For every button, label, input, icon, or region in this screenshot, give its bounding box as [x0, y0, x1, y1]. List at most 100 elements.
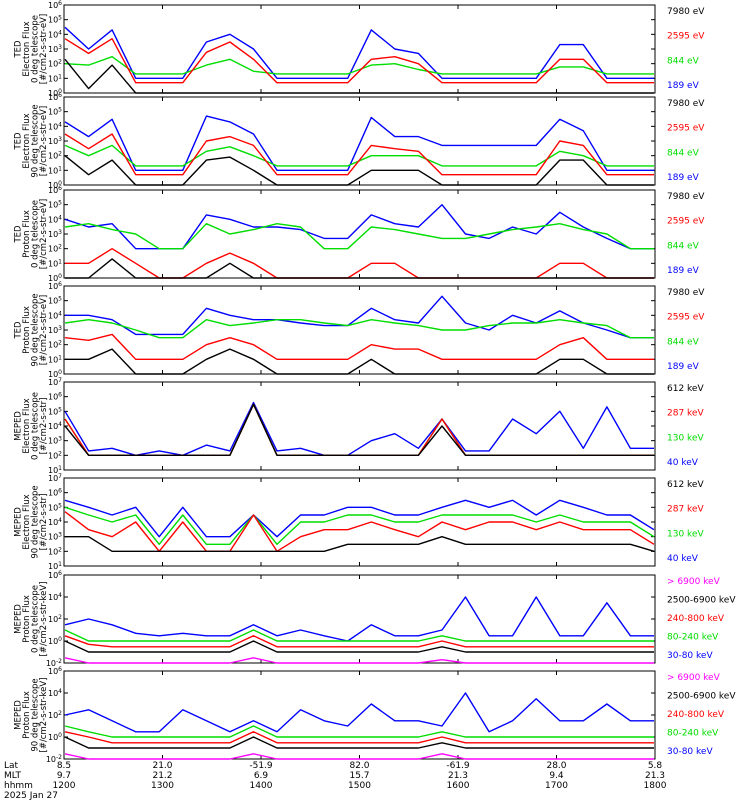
y-tick-label: 105 — [48, 406, 62, 416]
hhmm-label: 1200 — [53, 781, 76, 791]
legend-entry: 80-240 keV — [667, 633, 719, 643]
hhmm-label: 1300 — [151, 781, 174, 791]
panel-7: 10-2 100 102 104 106 MEPEDProton Flux0 deg te… — [13, 570, 736, 668]
hhmm-label: 1600 — [447, 781, 470, 791]
y-tick-label: 100 — [48, 88, 62, 98]
y-tick-label: 105 — [48, 296, 62, 306]
panel-3: 100 101 102 103 104 105 106 TEDProton Flux0 deg… — [13, 185, 705, 283]
lat-label: 28.0 — [546, 761, 566, 771]
series-line — [64, 753, 654, 760]
series-line — [64, 319, 654, 339]
legend-entry: 130 keV — [667, 433, 704, 443]
y-tick-label: 106 — [48, 392, 62, 402]
panel-2: 100 101 102 103 104 105 106 TEDElectron Flux90 … — [13, 92, 705, 190]
series-line — [64, 629, 654, 642]
series-line — [64, 657, 654, 664]
y-axis-label: TEDElectron Flux90 deg telescope[#/cm2-s… — [13, 104, 49, 177]
legend-entry: 844 eV — [667, 337, 700, 347]
y-tick-label: 104 — [48, 592, 62, 602]
y-tick-label: 102 — [48, 340, 62, 350]
series-line — [64, 731, 654, 744]
series-line — [65, 295, 654, 339]
hhmm-label: 1500 — [348, 781, 371, 791]
y-axis-label: TEDProton Flux90 deg telescope[#/cm2-s-s… — [13, 293, 49, 366]
series-line — [64, 58, 654, 94]
y-tick-label: 101 — [48, 465, 62, 475]
legend-entry: 189 eV — [667, 266, 700, 276]
hhmm-label: 1700 — [545, 781, 568, 791]
y-tick-label: 104 — [48, 121, 62, 131]
series-line — [64, 692, 654, 733]
legend-entry: 80-240 keV — [667, 729, 719, 739]
y-axis-label: MEPEDElectron Flux90 deg telescope[#/cm2… — [13, 485, 49, 558]
legend-entry: 189 eV — [667, 362, 700, 372]
y-tick-label: 104 — [48, 517, 62, 527]
y-tick-label: 106 — [48, 0, 62, 10]
y-axis-label: TEDProton Flux0 deg telescope[#/cm2-s-st… — [13, 199, 49, 269]
y-tick-label: 102 — [48, 614, 62, 624]
y-tick-label: 106 — [48, 92, 62, 102]
series-line — [64, 155, 654, 186]
mlt-label: 21.2 — [152, 771, 172, 781]
series-line — [64, 736, 654, 749]
y-tick-label: 102 — [48, 710, 62, 720]
series-line — [65, 536, 655, 552]
legend-entry: > 6900 keV — [667, 673, 721, 683]
mlt-label: 9.4 — [549, 771, 564, 781]
y-tick-label: 103 — [48, 229, 62, 239]
y-tick-label: 101 — [48, 561, 62, 571]
legend-entry: 40 keV — [667, 458, 699, 468]
lat-label: 21.0 — [152, 761, 172, 771]
y-tick-label: 105 — [48, 502, 62, 512]
legend-entry: 7980 eV — [667, 7, 705, 17]
legend-entry: 2500-6900 keV — [667, 692, 736, 702]
y-tick-label: 10-2 — [46, 658, 62, 668]
series-line — [65, 258, 654, 279]
legend-entry: 2595 eV — [667, 313, 705, 323]
y-tick-label: 105 — [48, 15, 62, 25]
date-label: 2025 Jan 27 — [4, 791, 58, 800]
y-tick-label: 10-2 — [46, 754, 62, 764]
y-tick-label: 105 — [48, 107, 62, 117]
series-line — [64, 115, 654, 171]
y-tick-label: 106 — [48, 488, 62, 498]
legend-entry: 30-80 keV — [667, 651, 713, 661]
legend-entry: 844 eV — [667, 56, 700, 66]
series-line — [64, 511, 655, 552]
y-tick-label: 102 — [48, 59, 62, 69]
series-line — [64, 403, 654, 456]
y-tick-label: 107 — [48, 473, 62, 483]
y-tick-label: 101 — [48, 73, 62, 83]
y-tick-label: 106 — [48, 281, 62, 291]
series-line — [64, 38, 654, 84]
y-tick-label: 101 — [48, 258, 62, 268]
y-tick-label: 106 — [48, 570, 62, 580]
legend-entry: 7980 eV — [667, 99, 705, 109]
lat-label: 5.8 — [648, 761, 663, 771]
mlt-label: 21.3 — [645, 771, 665, 781]
x-axis-row-label: Lat — [4, 761, 19, 771]
y-tick-label: 103 — [48, 44, 62, 54]
hhmm-label: 1800 — [644, 781, 667, 791]
y-tick-label: 104 — [48, 29, 62, 39]
y-tick-label: 102 — [48, 151, 62, 161]
mlt-label: 6.9 — [254, 771, 269, 781]
panel-5: 101 102 103 104 105 106 107 MEPEDElectron Flux0… — [13, 377, 704, 475]
y-tick-label: 104 — [48, 310, 62, 320]
series-line — [64, 635, 654, 648]
legend-entry: 189 eV — [667, 173, 700, 183]
series-line — [64, 725, 654, 738]
lat-label: 8.5 — [57, 761, 71, 771]
series-line — [64, 499, 655, 538]
legend-entry: 612 keV — [667, 480, 704, 490]
y-tick-label: 100 — [48, 180, 62, 190]
series-line — [64, 133, 654, 176]
legend-entry: 612 keV — [667, 384, 704, 394]
legend-entry: 2595 eV — [667, 32, 705, 42]
series-line — [64, 401, 654, 456]
series-line — [64, 333, 654, 360]
panel-8: 10-2 100 102 104 106 MEPEDProton Flux90 deg t… — [13, 666, 736, 764]
